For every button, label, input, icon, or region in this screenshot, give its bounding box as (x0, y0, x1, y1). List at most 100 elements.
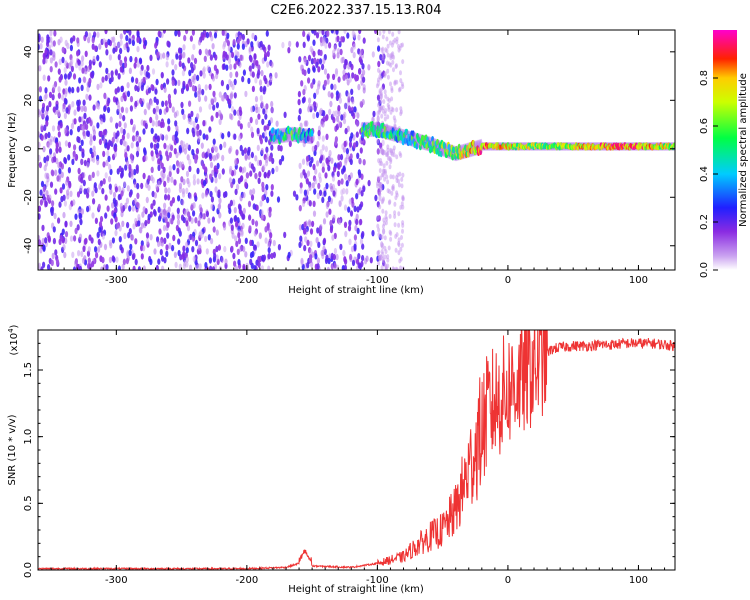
noise-haze (395, 190, 399, 196)
noise-speckle (92, 134, 96, 142)
noise-speckle (104, 41, 108, 49)
noise-speckle (264, 51, 268, 59)
noise-speckle (109, 168, 113, 176)
noise-speckle (174, 120, 178, 127)
noise-speckle (205, 210, 209, 218)
noise-speckle (72, 35, 76, 42)
noise-speckle (308, 184, 312, 192)
noise-speckle (212, 226, 216, 233)
noise-speckle (87, 246, 91, 253)
noise-speckle (103, 92, 107, 100)
noise-speckle (330, 157, 334, 164)
noise-speckle (311, 145, 315, 153)
noise-speckle (326, 73, 330, 80)
noise-speckle (250, 106, 254, 113)
noise-speckle (248, 214, 252, 221)
noise-speckle (130, 170, 134, 177)
noise-speckle (356, 112, 360, 119)
noise-speckle (233, 260, 237, 267)
noise-speckle (96, 83, 100, 91)
noise-speckle (76, 191, 81, 198)
noise-speckle (217, 189, 221, 196)
noise-speckle (188, 100, 192, 107)
noise-speckle (204, 190, 209, 197)
noise-speckle (249, 116, 253, 124)
noise-speckle (355, 193, 359, 200)
noise-speckle (274, 72, 278, 79)
noise-speckle (62, 106, 66, 113)
noise-speckle (159, 154, 163, 161)
noise-speckle (322, 218, 327, 225)
noise-speckle (350, 88, 354, 96)
noise-speckle (196, 74, 200, 82)
noise-speckle (301, 200, 306, 207)
noise-speckle (98, 43, 102, 50)
noise-speckle (298, 224, 302, 231)
snr-x-tick-label: 100 (629, 575, 648, 586)
noise-speckle (82, 179, 86, 187)
noise-speckle (269, 75, 273, 83)
noise-speckle (324, 172, 328, 179)
noise-speckle (305, 178, 309, 185)
noise-haze (389, 53, 393, 59)
noise-speckle (314, 144, 318, 152)
noise-speckle (67, 86, 72, 93)
noise-speckle (143, 108, 147, 116)
noise-haze (386, 257, 390, 263)
noise-speckle (316, 141, 320, 148)
noise-speckle (119, 47, 123, 55)
noise-speckle (63, 251, 67, 259)
noise-haze (377, 260, 380, 266)
noise-speckle (359, 238, 364, 245)
noise-haze (400, 81, 404, 87)
noise-speckle (325, 37, 329, 44)
noise-speckle (223, 224, 227, 231)
noise-speckle (269, 117, 274, 124)
noise-speckle (324, 42, 328, 49)
noise-speckle (105, 264, 109, 270)
noise-speckle (265, 184, 269, 191)
noise-speckle (128, 30, 132, 36)
noise-speckle (112, 256, 116, 263)
noise-speckle (339, 243, 343, 251)
noise-speckle (114, 186, 118, 193)
noise-speckle (356, 152, 360, 159)
noise-speckle (128, 38, 132, 45)
noise-speckle (102, 150, 106, 158)
colorbar-ticks: 0.00.20.40.60.8 (699, 70, 718, 278)
noise-speckle (128, 205, 132, 212)
noise-speckle (58, 146, 62, 153)
noise-speckle (182, 44, 186, 51)
noise-speckle (213, 252, 217, 260)
noise-speckle (54, 249, 58, 256)
noise-haze (386, 96, 390, 102)
signal-point (381, 122, 385, 129)
noise-speckle (78, 77, 82, 84)
noise-speckle (163, 237, 167, 244)
noise-haze (387, 107, 391, 112)
noise-speckle (316, 263, 320, 270)
noise-speckle (299, 235, 303, 242)
noise-speckle (137, 202, 141, 209)
signal-point (271, 127, 275, 134)
noise-speckle (362, 185, 366, 192)
noise-speckle (52, 40, 56, 47)
noise-speckle (129, 243, 133, 251)
noise-speckle (116, 101, 120, 108)
noise-speckle (150, 142, 154, 149)
noise-speckle (360, 260, 364, 268)
noise-speckle (64, 39, 68, 47)
noise-speckle (185, 247, 189, 254)
noise-speckle (177, 238, 181, 245)
noise-speckle (251, 32, 255, 40)
noise-haze (386, 179, 390, 185)
noise-haze (398, 171, 402, 177)
noise-speckle (323, 190, 327, 197)
noise-speckle (213, 96, 217, 103)
noise-speckle (210, 115, 214, 122)
signal-point (405, 128, 409, 136)
noise-speckle (64, 126, 68, 134)
noise-speckle (270, 190, 274, 197)
noise-speckle (73, 144, 77, 151)
